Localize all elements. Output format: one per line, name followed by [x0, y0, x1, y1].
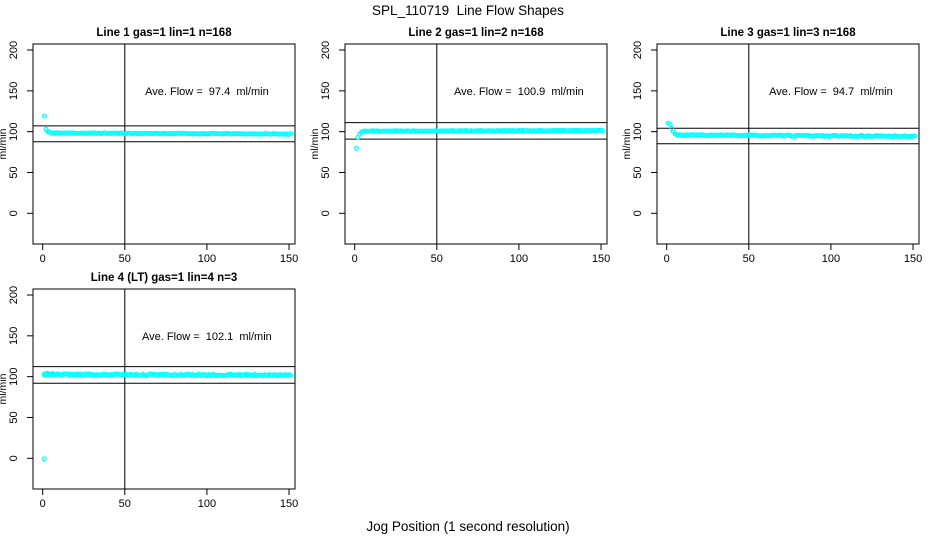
- plot-box: [344, 43, 608, 245]
- y-tick-label: 50: [632, 166, 644, 178]
- figure-title: SPL_110719 Line Flow Shapes: [372, 3, 564, 18]
- x-tick-label: 50: [119, 498, 131, 510]
- y-tick-label: 100: [320, 122, 332, 140]
- panel-title: Line 1 gas=1 lin=1 n=168: [96, 27, 232, 39]
- x-tick-label: 0: [352, 253, 358, 265]
- ave-flow-annotation: Ave. Flow = 97.4 ml/min: [145, 86, 269, 98]
- panel-3-plot: Line 3 gas=1 lin=3 n=168 0 50 100 150 0 50 100 1…: [621, 27, 922, 265]
- ave-flow-annotation: Ave. Flow = 94.7 ml/min: [769, 86, 893, 98]
- y-tick-label: 50: [8, 411, 20, 423]
- data-point: [288, 372, 294, 378]
- y-tick-label: 50: [320, 166, 332, 178]
- y-tick-label: 150: [320, 82, 332, 100]
- y-tick-label: 100: [8, 122, 20, 140]
- x-tick-label: 0: [40, 498, 46, 510]
- x-tick-label: 50: [119, 253, 131, 265]
- x-tick-label: 150: [592, 253, 610, 265]
- x-tick-label: 150: [904, 253, 922, 265]
- y-axis-label: ml/min: [0, 128, 9, 159]
- x-tick-label: 50: [431, 253, 443, 265]
- y-tick-label: 150: [8, 327, 20, 345]
- panel-title: Line 2 gas=1 lin=2 n=168: [408, 27, 544, 39]
- y-tick-label: 200: [8, 286, 20, 304]
- y-tick-label: 0: [8, 455, 20, 461]
- panel-title: Line 3 gas=1 lin=3 n=168: [720, 27, 856, 39]
- panel-2-plot: Line 2 gas=1 lin=2 n=168 0 50 100 150 0 50 100 1…: [309, 27, 610, 265]
- x-tick-label: 150: [280, 498, 298, 510]
- y-axis-label: ml/min: [309, 128, 321, 159]
- y-tick-label: 200: [8, 41, 20, 59]
- data-point: [600, 128, 606, 134]
- y-axis-label: ml/min: [0, 373, 9, 404]
- x-tick-label: 100: [510, 253, 528, 265]
- x-tick-label: 100: [822, 253, 840, 265]
- y-tick-label: 150: [8, 82, 20, 100]
- plot-box: [32, 43, 296, 245]
- y-tick-label: 200: [632, 41, 644, 59]
- y-tick-label: 100: [8, 367, 20, 385]
- x-tick-label: 100: [198, 253, 216, 265]
- ave-flow-annotation: Ave. Flow = 102.1 ml/min: [142, 331, 272, 343]
- y-tick-label: 0: [8, 210, 20, 216]
- panel-4-plot: Line 4 (LT) gas=1 lin=4 n=3 0 50 100 150 0 50 1…: [0, 272, 298, 510]
- x-tick-label: 100: [198, 498, 216, 510]
- ave-flow-annotation: Ave. Flow = 100.9 ml/min: [454, 86, 584, 98]
- plot-box: [32, 288, 296, 490]
- panel-title: Line 4 (LT) gas=1 lin=4 n=3: [91, 272, 237, 284]
- y-tick-label: 100: [632, 122, 644, 140]
- data-point: [41, 456, 47, 462]
- x-tick-label: 150: [280, 253, 298, 265]
- y-tick-label: 200: [320, 41, 332, 59]
- data-point: [667, 121, 673, 127]
- y-tick-label: 50: [8, 166, 20, 178]
- x-tick-label: 50: [743, 253, 755, 265]
- x-tick-label: 0: [40, 253, 46, 265]
- panel-1-plot: Line 1 gas=1 lin=1 n=168 0 50 100 150 0 50 100 1…: [0, 27, 298, 265]
- y-tick-label: 0: [320, 210, 332, 216]
- y-axis-label: ml/min: [621, 128, 633, 159]
- x-tick-label: 0: [664, 253, 670, 265]
- plot-box: [656, 43, 920, 245]
- data-point: [912, 133, 918, 139]
- y-tick-label: 150: [632, 82, 644, 100]
- data-point: [353, 145, 359, 151]
- y-tick-label: 0: [632, 210, 644, 216]
- figure-x-axis-label: Jog Position (1 second resolution): [366, 519, 570, 534]
- data-point: [288, 131, 294, 137]
- data-point: [41, 113, 47, 119]
